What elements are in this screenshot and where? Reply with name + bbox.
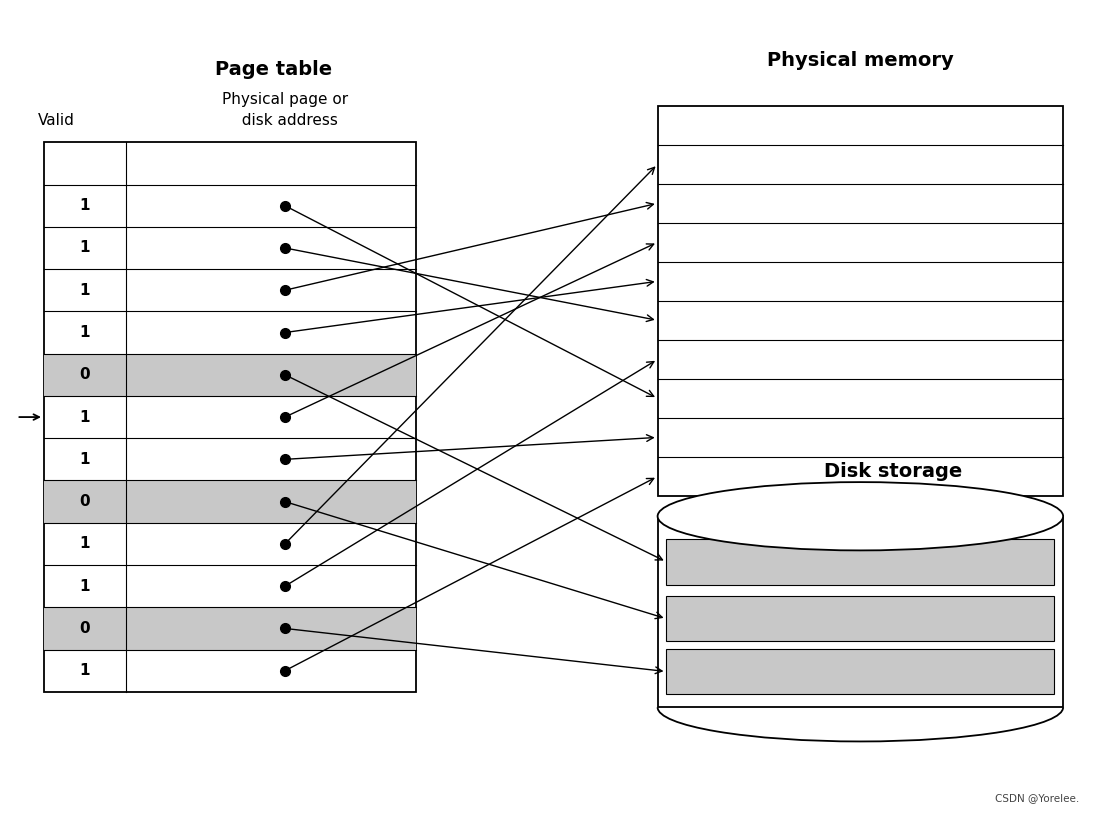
Text: 1: 1: [80, 579, 90, 593]
Bar: [666, 539, 1054, 585]
Bar: [658, 516, 1063, 707]
Text: 1: 1: [80, 537, 90, 551]
Text: 1: 1: [80, 410, 90, 424]
Bar: [666, 649, 1054, 694]
Text: Valid: Valid: [38, 113, 76, 128]
Text: 1: 1: [80, 283, 90, 298]
Text: Disk storage: Disk storage: [824, 462, 962, 481]
Bar: [44, 142, 416, 692]
Text: 1: 1: [80, 452, 90, 467]
Text: Physical memory: Physical memory: [767, 51, 954, 71]
Text: 0: 0: [80, 621, 90, 636]
Bar: [44, 480, 416, 523]
Ellipse shape: [658, 482, 1063, 550]
Text: 0: 0: [80, 494, 90, 509]
Text: Physical page or: Physical page or: [221, 93, 349, 107]
Bar: [44, 354, 416, 396]
Text: CSDN @Yorelee.: CSDN @Yorelee.: [995, 793, 1080, 803]
Text: Page table: Page table: [216, 59, 332, 79]
Text: 1: 1: [80, 241, 90, 255]
Text: 1: 1: [80, 663, 90, 678]
Text: 0: 0: [80, 367, 90, 382]
Text: 1: 1: [80, 198, 90, 213]
Text: disk address: disk address: [232, 113, 338, 128]
Bar: [44, 607, 416, 650]
Bar: [658, 106, 1063, 496]
Bar: [666, 596, 1054, 641]
Text: 1: 1: [80, 325, 90, 340]
